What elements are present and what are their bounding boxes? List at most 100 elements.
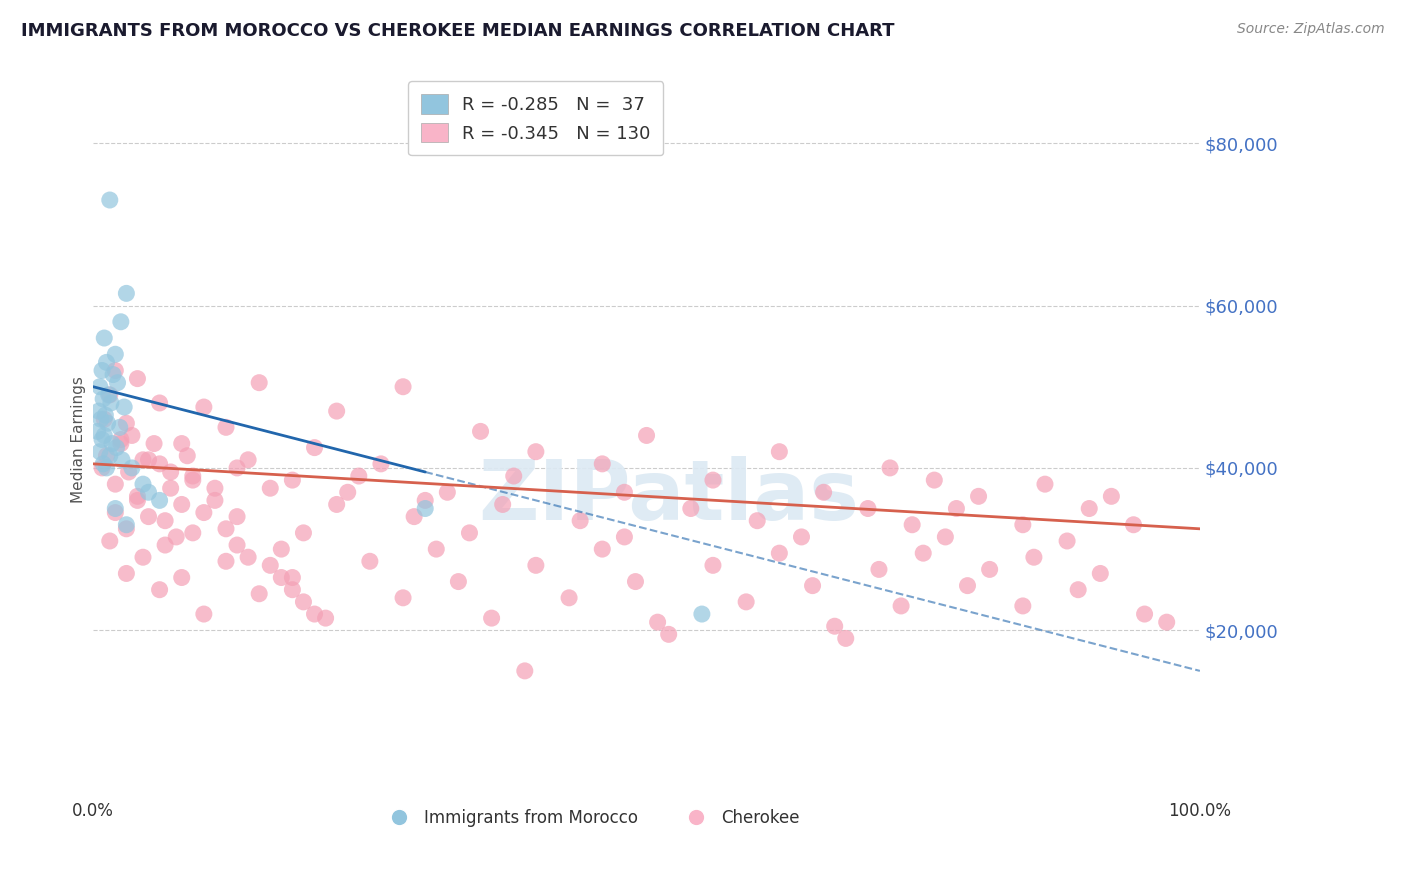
Point xyxy=(93,331,115,345)
Point xyxy=(138,509,160,524)
Point xyxy=(90,412,112,426)
Point xyxy=(1033,477,1056,491)
Point xyxy=(824,619,846,633)
Point xyxy=(91,363,114,377)
Point xyxy=(281,570,304,584)
Point xyxy=(193,506,215,520)
Point xyxy=(392,380,415,394)
Point xyxy=(325,404,347,418)
Point xyxy=(236,550,259,565)
Point xyxy=(347,469,370,483)
Point xyxy=(165,530,187,544)
Point xyxy=(492,498,515,512)
Point xyxy=(170,436,193,450)
Point xyxy=(98,449,121,463)
Point xyxy=(679,501,702,516)
Point xyxy=(91,392,114,406)
Point xyxy=(1156,615,1178,629)
Point xyxy=(93,428,115,442)
Point xyxy=(121,461,143,475)
Point xyxy=(647,615,669,629)
Point xyxy=(226,538,249,552)
Point xyxy=(204,481,226,495)
Point xyxy=(591,542,613,557)
Point xyxy=(404,509,426,524)
Point xyxy=(94,408,117,422)
Point xyxy=(292,595,315,609)
Point xyxy=(924,473,946,487)
Point xyxy=(890,599,912,613)
Point xyxy=(143,436,166,450)
Point xyxy=(91,461,114,475)
Point xyxy=(193,400,215,414)
Point xyxy=(813,485,835,500)
Point xyxy=(702,558,724,573)
Point xyxy=(110,315,132,329)
Text: ZIPatlas: ZIPatlas xyxy=(478,456,859,536)
Point xyxy=(336,485,359,500)
Point xyxy=(115,522,138,536)
Point xyxy=(325,498,347,512)
Point xyxy=(115,566,138,581)
Point xyxy=(945,501,967,516)
Point xyxy=(979,562,1001,576)
Point xyxy=(215,522,238,536)
Point xyxy=(132,477,155,491)
Point xyxy=(110,436,132,450)
Point xyxy=(370,457,392,471)
Point xyxy=(101,368,124,382)
Point xyxy=(159,465,181,479)
Point xyxy=(215,420,238,434)
Point xyxy=(879,461,901,475)
Point xyxy=(835,632,858,646)
Point xyxy=(100,396,122,410)
Point xyxy=(138,485,160,500)
Point xyxy=(458,525,481,540)
Point xyxy=(104,506,127,520)
Point xyxy=(259,558,281,573)
Point xyxy=(87,404,110,418)
Point xyxy=(127,489,149,503)
Point xyxy=(181,473,204,487)
Point xyxy=(1067,582,1090,597)
Y-axis label: Median Earnings: Median Earnings xyxy=(72,376,86,503)
Point xyxy=(176,449,198,463)
Point xyxy=(856,501,879,516)
Text: IMMIGRANTS FROM MOROCCO VS CHEROKEE MEDIAN EARNINGS CORRELATION CHART: IMMIGRANTS FROM MOROCCO VS CHEROKEE MEDI… xyxy=(21,22,894,40)
Point xyxy=(658,627,681,641)
Point xyxy=(292,525,315,540)
Point xyxy=(956,579,979,593)
Point xyxy=(247,587,270,601)
Point xyxy=(413,493,436,508)
Point xyxy=(304,607,326,621)
Point xyxy=(104,477,127,491)
Point xyxy=(901,517,924,532)
Point xyxy=(104,347,127,361)
Point xyxy=(104,363,127,377)
Legend: Immigrants from Morocco, Cherokee: Immigrants from Morocco, Cherokee xyxy=(375,803,807,834)
Point xyxy=(97,388,120,402)
Point xyxy=(768,444,790,458)
Point xyxy=(912,546,935,560)
Point xyxy=(98,193,121,207)
Point xyxy=(138,452,160,467)
Point xyxy=(967,489,990,503)
Point xyxy=(801,579,824,593)
Point xyxy=(117,465,139,479)
Point xyxy=(149,493,172,508)
Point xyxy=(1022,550,1045,565)
Point xyxy=(636,428,658,442)
Point xyxy=(101,436,124,450)
Point xyxy=(149,582,172,597)
Point xyxy=(624,574,647,589)
Point xyxy=(569,514,592,528)
Point xyxy=(132,550,155,565)
Point xyxy=(215,554,238,568)
Point xyxy=(181,469,204,483)
Point xyxy=(115,517,138,532)
Point xyxy=(153,514,176,528)
Point xyxy=(247,376,270,390)
Point xyxy=(1056,533,1078,548)
Text: Source: ZipAtlas.com: Source: ZipAtlas.com xyxy=(1237,22,1385,37)
Point xyxy=(259,481,281,495)
